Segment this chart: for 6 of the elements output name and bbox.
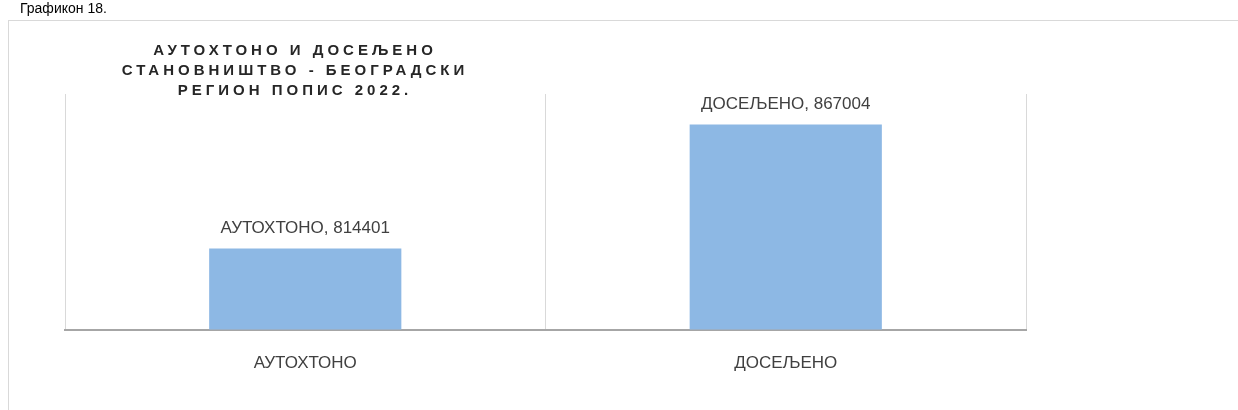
x-tick-label: АУТОХТОНО	[253, 353, 357, 373]
data-label: АУТОХТОНО, 814401	[220, 217, 390, 237]
data-label: ДОСЕЉЕНО, 867004	[701, 93, 871, 113]
x-tick-label: ДОСЕЉЕНО	[734, 353, 838, 373]
text: Графикон 18.	[20, 0, 107, 16]
chart-title: АУТОХТОНО И ДОСЕЉЕНО СТАНОВНИШТВО - БЕОГРАДСКИ РЕГИОН ПОПИС 2022.	[120, 40, 470, 100]
